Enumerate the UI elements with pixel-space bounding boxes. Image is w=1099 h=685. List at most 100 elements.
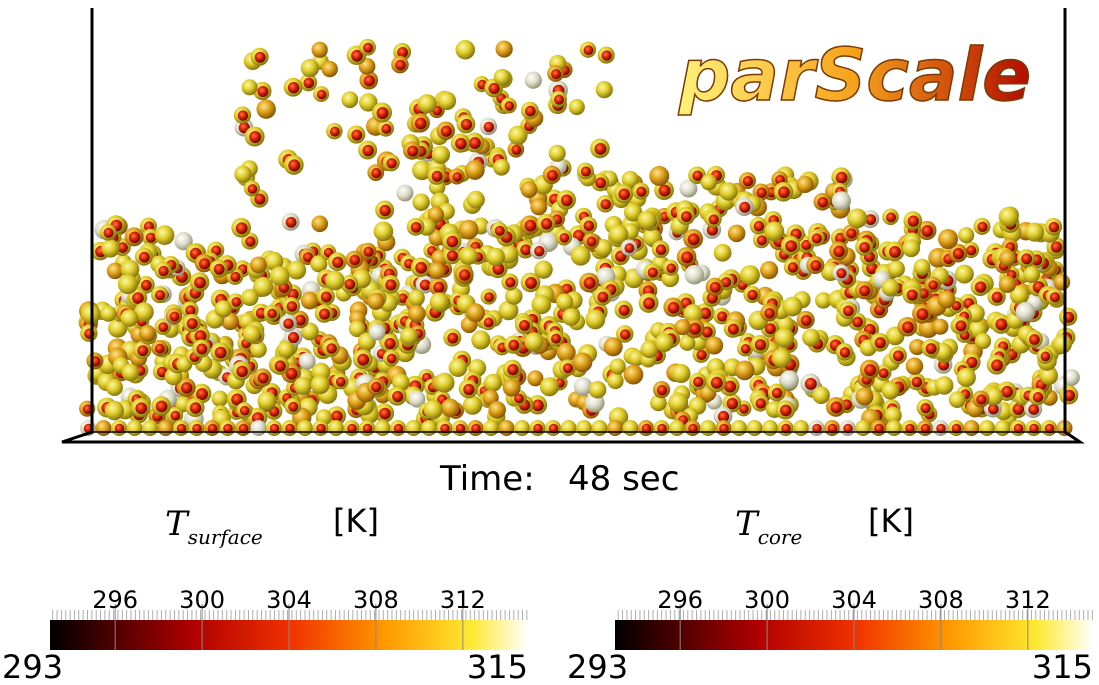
particle-core: [755, 339, 766, 350]
particle-core: [584, 45, 594, 55]
particle-core: [446, 236, 458, 248]
particle: [937, 290, 955, 308]
particle: [569, 99, 585, 115]
particle: [499, 420, 515, 436]
particle-core: [833, 246, 844, 257]
particle-core: [1033, 392, 1043, 402]
particle-core: [505, 277, 515, 287]
particle: [938, 229, 958, 249]
particle-core: [648, 267, 658, 277]
particle: [932, 319, 948, 335]
particle: [793, 420, 809, 436]
particle-core: [104, 228, 114, 238]
particle: [243, 325, 261, 343]
particle: [270, 266, 290, 286]
particle-core: [747, 290, 757, 300]
particle-core: [447, 250, 458, 261]
tick-label: 296: [92, 586, 138, 614]
particle: [855, 420, 871, 436]
particle: [106, 379, 123, 396]
particle: [719, 182, 738, 201]
particle-core: [371, 168, 381, 178]
particle: [297, 420, 313, 436]
particle-core: [377, 107, 389, 119]
particle-core: [236, 366, 248, 378]
particle: [623, 420, 639, 436]
particle: [669, 420, 685, 436]
particle: [460, 247, 478, 265]
particle: [888, 260, 905, 277]
tick-label: 300: [744, 586, 790, 614]
particle-core: [288, 332, 299, 343]
particle-core: [595, 143, 607, 155]
particle: [242, 79, 258, 95]
max-label: 315: [467, 648, 528, 685]
particle-core: [788, 262, 798, 272]
particle-core: [818, 197, 829, 208]
particle-core: [332, 257, 343, 268]
particle: [400, 327, 418, 345]
particle: [438, 92, 457, 111]
particle-core: [392, 391, 403, 402]
particle-core: [976, 394, 986, 404]
particle-core: [1029, 334, 1040, 345]
particle: [301, 292, 319, 310]
particle-core: [757, 235, 767, 245]
particle-core: [988, 404, 999, 415]
particle: [576, 420, 592, 436]
particle: [604, 337, 623, 356]
particle-core: [657, 385, 667, 395]
particle-core: [411, 222, 422, 233]
particle-core: [326, 343, 337, 354]
particle-core: [689, 323, 701, 335]
particle-core: [156, 401, 168, 413]
particle: [1054, 274, 1071, 291]
particle-core: [407, 146, 418, 157]
particle-core: [379, 205, 390, 216]
particle-core: [551, 69, 561, 79]
particle: [301, 59, 319, 77]
particle: [955, 265, 974, 284]
particle-core: [146, 233, 156, 243]
particle: [592, 420, 608, 436]
particle-core: [141, 280, 152, 291]
particle-core: [1028, 404, 1039, 415]
tick-label: 308: [353, 586, 399, 614]
particle-core: [255, 52, 266, 63]
tick-label: 304: [266, 586, 312, 614]
particle-core: [711, 377, 723, 389]
particle-core: [859, 285, 870, 296]
title-symbol: T: [735, 504, 760, 544]
particle-core: [258, 373, 269, 384]
particle: [100, 306, 116, 322]
particle-core: [688, 233, 700, 245]
particle: [556, 293, 573, 310]
particle: [483, 420, 499, 436]
particle: [847, 208, 867, 228]
particle-core: [559, 233, 569, 243]
particle-core: [304, 78, 315, 89]
particle-core: [215, 347, 227, 359]
particle-core: [595, 177, 606, 188]
particle: [127, 420, 143, 436]
particle-core: [245, 236, 255, 246]
particle-core: [1050, 292, 1060, 302]
particle: [423, 400, 442, 419]
particle: [432, 146, 450, 164]
particle-core: [743, 176, 753, 186]
particle: [408, 290, 424, 306]
particle-core: [563, 363, 573, 373]
particle: [421, 420, 437, 436]
particle: [417, 94, 436, 113]
particle-core: [170, 411, 180, 421]
particle-core: [926, 343, 937, 354]
particle-core: [681, 251, 693, 263]
particle-core: [484, 122, 494, 132]
particle-core: [975, 281, 986, 292]
particle-core: [728, 324, 739, 335]
particle-core: [846, 228, 856, 238]
particle-core: [727, 398, 738, 409]
particle: [408, 305, 426, 323]
particle-core: [199, 258, 210, 269]
particle: [101, 239, 119, 257]
